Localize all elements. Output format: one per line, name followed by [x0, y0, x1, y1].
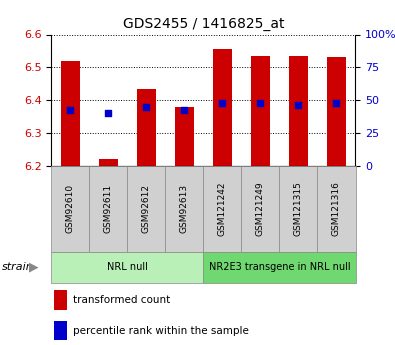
Text: percentile rank within the sample: percentile rank within the sample [73, 326, 248, 335]
Text: NR2E3 transgene in NRL null: NR2E3 transgene in NRL null [209, 263, 350, 272]
Bar [203, 166, 241, 252]
Bar [289, 56, 308, 166]
Text: GSM121315: GSM121315 [294, 181, 303, 236]
Bar [51, 252, 203, 283]
Text: GSM92610: GSM92610 [66, 184, 75, 233]
Bar [279, 166, 318, 252]
Point [181, 107, 188, 112]
Text: GSM92612: GSM92612 [142, 184, 151, 233]
Text: strain: strain [2, 263, 34, 272]
Bar [241, 166, 279, 252]
Bar [327, 57, 346, 166]
Point [219, 100, 226, 106]
Bar [137, 89, 156, 166]
Text: NRL null: NRL null [107, 263, 148, 272]
Point [143, 104, 150, 109]
Bar [175, 107, 194, 166]
Point [257, 100, 263, 106]
Bar [89, 166, 127, 252]
Bar [99, 159, 118, 166]
Bar [61, 61, 80, 166]
Text: GSM92611: GSM92611 [104, 184, 113, 233]
Point [333, 100, 340, 106]
Bar [55, 290, 66, 310]
Title: GDS2455 / 1416825_at: GDS2455 / 1416825_at [123, 17, 284, 31]
Bar [55, 321, 66, 341]
Text: GSM121242: GSM121242 [218, 181, 227, 236]
Bar [51, 166, 89, 252]
Bar [166, 166, 203, 252]
Point [105, 110, 111, 116]
Point [67, 107, 73, 112]
Bar [251, 56, 270, 166]
Text: GSM92613: GSM92613 [180, 184, 189, 233]
Bar [213, 49, 232, 166]
Bar [203, 252, 356, 283]
Bar [127, 166, 166, 252]
Point [295, 102, 302, 108]
Text: GSM121316: GSM121316 [332, 181, 341, 236]
Text: GSM121249: GSM121249 [256, 181, 265, 236]
Bar [318, 166, 356, 252]
Text: transformed count: transformed count [73, 295, 170, 305]
Text: ▶: ▶ [29, 261, 38, 274]
